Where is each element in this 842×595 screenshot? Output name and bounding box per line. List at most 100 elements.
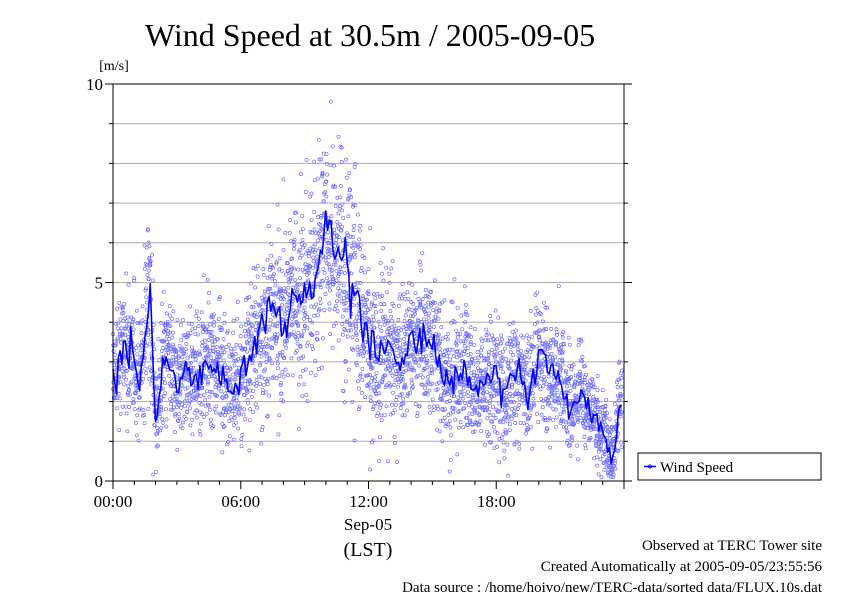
wind-speed-point — [321, 336, 325, 341]
wind-speed-point — [501, 432, 506, 437]
wind-speed-point — [377, 391, 382, 396]
wind-speed-point — [381, 246, 386, 251]
wind-speed-point — [488, 319, 493, 324]
wind-speed-point — [401, 363, 406, 368]
wind-speed-point — [490, 333, 495, 338]
wind-speed-point — [357, 228, 362, 233]
wind-speed-point — [373, 296, 378, 301]
wind-speed-point — [445, 347, 450, 352]
wind-speed-point — [509, 358, 514, 363]
wind-speed-point — [173, 412, 178, 417]
wind-speed-point — [322, 271, 327, 275]
wind-speed-point — [429, 364, 434, 369]
wind-speed-point — [342, 271, 347, 276]
wind-speed-point — [255, 264, 260, 269]
wind-speed-point — [277, 413, 282, 418]
wind-speed-point — [412, 368, 416, 373]
wind-speed-point — [368, 399, 373, 404]
wind-speed-point — [355, 338, 359, 343]
wind-speed-point — [395, 460, 400, 464]
wind-speed-point — [309, 191, 314, 196]
wind-speed-point — [465, 346, 470, 351]
wind-speed-point — [479, 429, 483, 434]
wind-speed-point — [358, 374, 363, 379]
wind-speed-point — [302, 382, 307, 387]
wind-speed-point — [357, 351, 362, 356]
wind-speed-point — [496, 315, 501, 320]
wind-speed-point — [413, 360, 418, 365]
wind-speed-point — [182, 349, 186, 354]
wind-speed-point — [310, 332, 315, 337]
wind-speed-point — [517, 446, 522, 451]
wind-speed-point — [432, 404, 437, 409]
wind-speed-point — [187, 406, 192, 411]
wind-speed-point — [429, 350, 434, 355]
wind-speed-point — [134, 433, 139, 438]
wind-speed-point — [144, 295, 149, 300]
wind-speed-point — [118, 411, 123, 416]
wind-speed-point — [259, 340, 264, 344]
wind-speed-point — [191, 365, 196, 370]
wind-speed-point — [351, 296, 356, 301]
wind-speed-point — [561, 341, 566, 346]
wind-speed-point — [337, 222, 342, 227]
wind-speed-point — [582, 434, 587, 439]
wind-speed-point — [333, 203, 338, 208]
wind-speed-point — [286, 372, 291, 377]
wind-speed-point — [410, 352, 415, 357]
wind-speed-point — [504, 410, 509, 415]
wind-speed-point — [190, 393, 195, 398]
wind-speed-point — [509, 416, 514, 421]
wind-speed-point — [141, 376, 146, 381]
wind-speed-point — [317, 306, 322, 311]
wind-speed-point — [485, 416, 490, 421]
wind-speed-point — [300, 332, 304, 337]
wind-speed-point — [522, 355, 527, 360]
wind-speed-point — [236, 365, 241, 370]
wind-speed-point — [324, 179, 329, 184]
wind-speed-point — [456, 335, 460, 340]
wind-speed-point — [356, 379, 360, 384]
wind-speed-point — [258, 302, 263, 307]
wind-speed-point — [381, 361, 386, 366]
wind-speed-point — [253, 402, 258, 407]
wind-speed-point — [379, 413, 384, 418]
wind-speed-point — [611, 472, 616, 477]
wind-speed-point — [418, 372, 423, 377]
wind-speed-point — [417, 363, 422, 368]
wind-speed-point — [489, 364, 494, 369]
wind-speed-point — [446, 422, 451, 427]
wind-speed-point — [173, 430, 178, 435]
x-tick-label: 18:00 — [477, 492, 516, 511]
wind-speed-point — [188, 331, 193, 336]
wind-speed-point — [343, 264, 347, 269]
wind-speed-point — [578, 372, 583, 377]
wind-speed-point — [385, 320, 390, 325]
wind-speed-point — [409, 307, 414, 312]
wind-speed-point — [138, 321, 143, 326]
wind-speed-point — [602, 452, 607, 457]
wind-speed-point — [323, 190, 328, 195]
wind-speed-point — [168, 330, 173, 335]
wind-speed-point — [369, 321, 374, 326]
wind-speed-point — [179, 402, 184, 407]
wind-speed-point — [289, 257, 294, 262]
wind-speed-point — [332, 163, 337, 168]
wind-speed-point — [619, 410, 624, 415]
wind-speed-point — [389, 314, 394, 319]
wind-speed-point — [396, 326, 401, 330]
wind-speed-point — [465, 313, 470, 318]
wind-speed-point — [528, 350, 532, 354]
wind-speed-point — [213, 359, 218, 364]
wind-speed-point — [345, 318, 350, 323]
wind-speed-point — [283, 367, 288, 372]
wind-speed-point — [528, 308, 533, 313]
wind-speed-point — [234, 420, 238, 425]
wind-speed-point — [549, 351, 554, 356]
wind-speed-point — [147, 342, 152, 347]
wind-speed-point — [131, 327, 136, 332]
wind-speed-point — [598, 457, 603, 462]
wind-speed-point — [478, 368, 483, 373]
wind-speed-point — [453, 417, 458, 422]
wind-speed-point — [487, 432, 492, 437]
